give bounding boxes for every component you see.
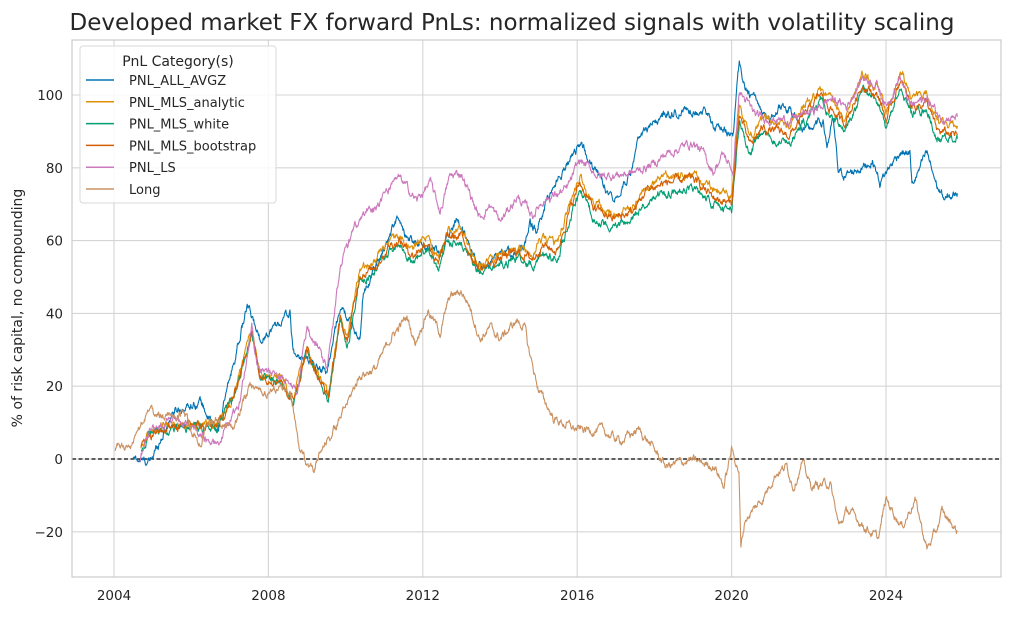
legend-item-label: PNL_MLS_white <box>129 118 229 133</box>
legend-item-label: PNL_LS <box>129 161 176 176</box>
legend-item-label: PNL_MLS_bootstrap <box>129 139 256 154</box>
series-line-pnl-mls-bootstrap <box>140 80 958 447</box>
y-tick-label: 0 <box>54 452 63 468</box>
series-line-pnl-mls-white <box>140 84 958 452</box>
y-axis: −20 0 20 40 60 80 100 <box>35 88 64 541</box>
legend: PnL Category(s) PNL_ALL_AVGZ PNL_MLS_anal… <box>79 45 277 204</box>
legend-title: PnL Category(s) <box>122 54 234 70</box>
y-tick-label: 40 <box>46 306 63 322</box>
y-tick-label: −20 <box>35 525 64 541</box>
plot-frame <box>71 39 1002 578</box>
x-tick-label: 2012 <box>406 588 440 604</box>
x-tick-label: 2004 <box>97 588 131 604</box>
legend-box <box>79 45 277 204</box>
y-tick-label: 80 <box>46 161 63 177</box>
chart-title: Developed market FX forward PnLs: normal… <box>70 10 955 36</box>
series-line-pnl-ls <box>139 75 958 462</box>
x-tick-label: 2008 <box>251 588 285 604</box>
y-tick-label: 100 <box>37 88 63 104</box>
x-axis: 2004 2008 2012 2016 2020 2024 <box>97 588 903 604</box>
legend-item-label: Long <box>129 183 160 198</box>
series-line-long <box>114 289 958 550</box>
x-tick-label: 2020 <box>714 588 748 604</box>
series-line-pnl-mls-analytic <box>140 70 958 449</box>
legend-item-label: PNL_MLS_analytic <box>129 96 245 111</box>
legend-item-label: PNL_ALL_AVGZ <box>129 74 226 89</box>
x-tick-label: 2024 <box>869 588 903 604</box>
x-tick-label: 2016 <box>560 588 594 604</box>
y-axis-label: % of risk capital, no compounding <box>10 189 26 428</box>
y-tick-label: 60 <box>46 234 63 250</box>
y-tick-label: 20 <box>46 379 63 395</box>
series-lines <box>114 60 958 550</box>
